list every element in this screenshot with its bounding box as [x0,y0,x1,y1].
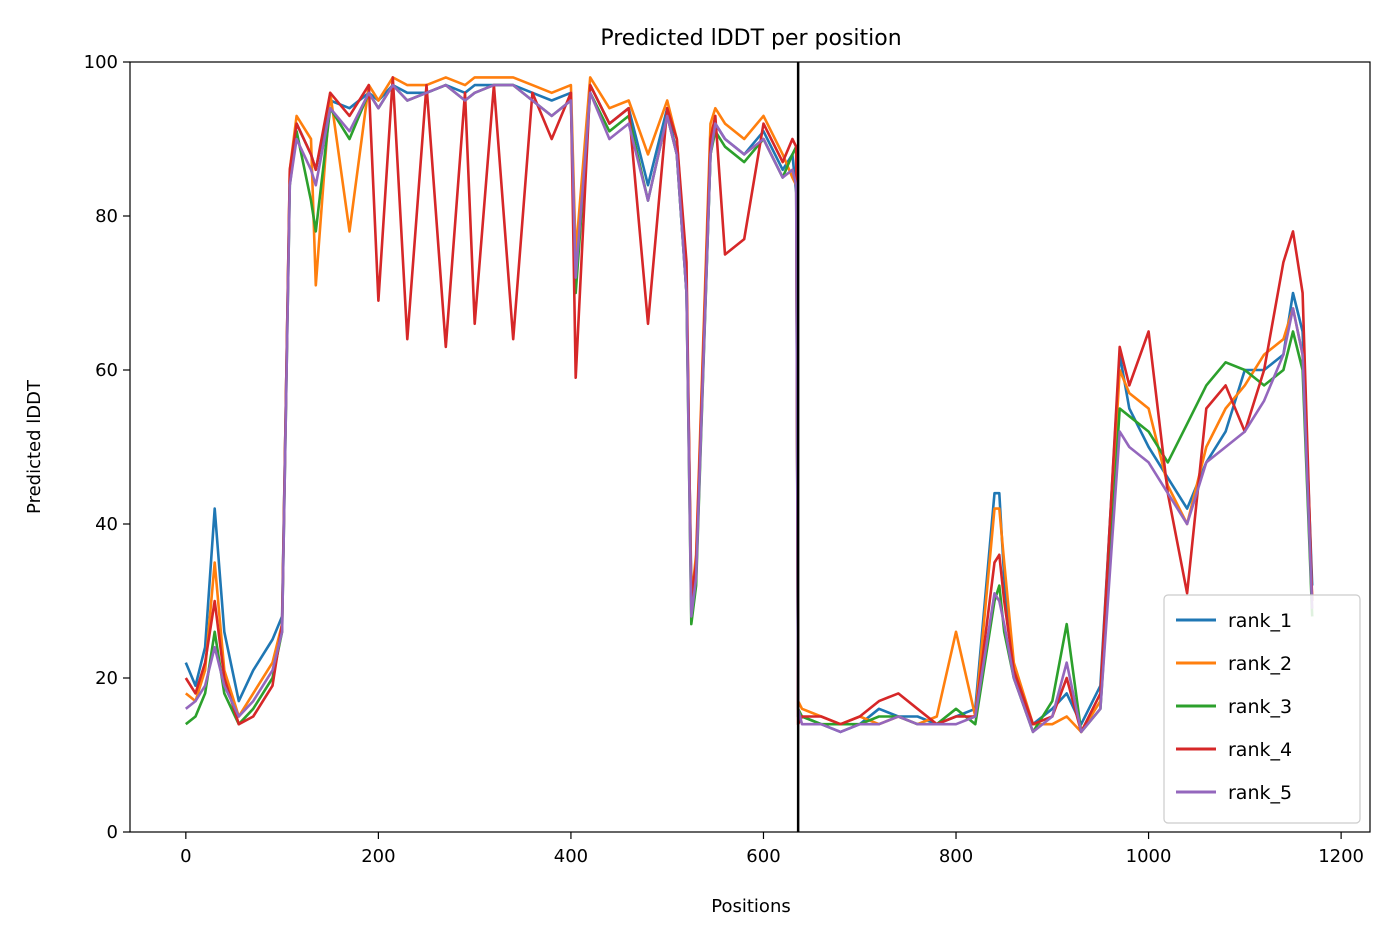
x-tick-label: 0 [180,846,191,867]
x-tick-label: 200 [361,846,395,867]
x-tick-label: 1200 [1318,846,1364,867]
legend: rank_1 rank_2 rank_3 rank_4 rank_5 [1163,594,1361,824]
legend-box [1163,594,1361,824]
series-line-rank_5 [184,83,1314,734]
y-tick-label: 0 [107,822,118,843]
x-axis-label: Positions [711,896,790,917]
legend-label: rank_1 [1228,610,1292,632]
x-tick-label: 400 [554,846,588,867]
series-layer [184,76,1314,734]
legend-label: rank_4 [1228,739,1292,761]
x-tick-label: 1000 [1126,846,1172,867]
y-axis-label: Predicted lDDT [24,379,45,514]
chart-title: Predicted lDDT per position [600,26,901,51]
y-tick-label: 60 [95,360,118,381]
x-tick-label: 600 [746,846,780,867]
legend-label: rank_5 [1228,782,1292,804]
y-tick-label: 100 [84,52,118,73]
y-axis: 0 20 40 60 80 100 [84,52,130,843]
plot-frame [129,61,1371,833]
x-axis: 0 200 400 600 800 1000 1200 [180,832,1364,867]
legend-label: rank_2 [1228,653,1292,675]
y-tick-label: 80 [95,206,118,227]
y-tick-label: 20 [95,668,118,689]
x-tick-label: 800 [939,846,973,867]
y-tick-label: 40 [95,514,118,535]
series-line-rank_2 [184,76,1314,734]
legend-label: rank_3 [1228,696,1292,718]
